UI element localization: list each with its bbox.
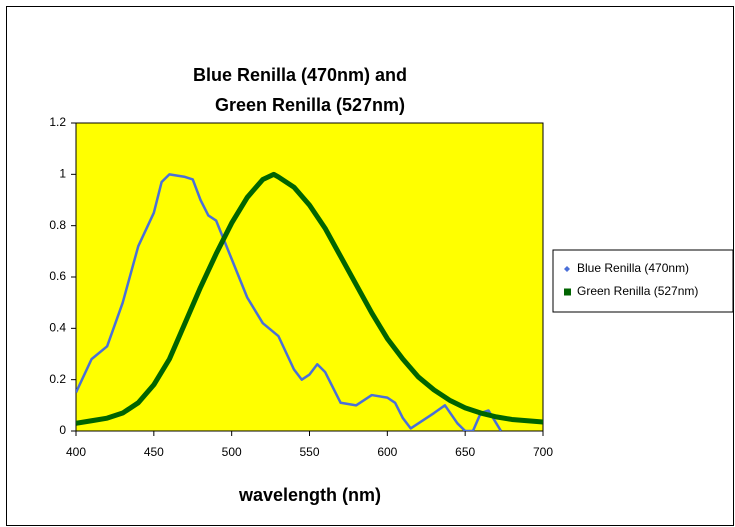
- y-tick-label: 0: [59, 423, 66, 437]
- y-tick-label: 0.4: [49, 321, 66, 335]
- x-tick-label: 400: [66, 445, 86, 459]
- x-tick-label: 450: [144, 445, 164, 459]
- legend-box: [552, 249, 734, 313]
- plot-area: [75, 122, 544, 432]
- legend-text: Blue Renilla (470nm): [577, 261, 689, 275]
- legend-marker: [564, 266, 570, 272]
- legend-text: Green Renilla (527nm): [577, 284, 698, 298]
- x-tick-label: 600: [377, 445, 397, 459]
- x-tick-label: 650: [455, 445, 475, 459]
- y-tick-label: 1.2: [49, 115, 66, 129]
- y-tick-label: 0.2: [49, 372, 66, 386]
- y-tick-label: 0.8: [49, 218, 66, 232]
- chart-title: Blue Renilla (470nm) and: [193, 65, 407, 85]
- y-tick-label: 1: [59, 167, 66, 181]
- x-tick-label: 550: [299, 445, 319, 459]
- x-tick-label: 700: [533, 445, 553, 459]
- legend-marker: [564, 288, 571, 296]
- x-tick-label: 500: [222, 445, 242, 459]
- series-line: [76, 173, 503, 431]
- y-tick-label: 0.6: [49, 269, 66, 283]
- series-line: [76, 171, 543, 426]
- x-axis-label: wavelength (nm): [238, 485, 381, 505]
- chart-title: Green Renilla (527nm): [215, 95, 405, 115]
